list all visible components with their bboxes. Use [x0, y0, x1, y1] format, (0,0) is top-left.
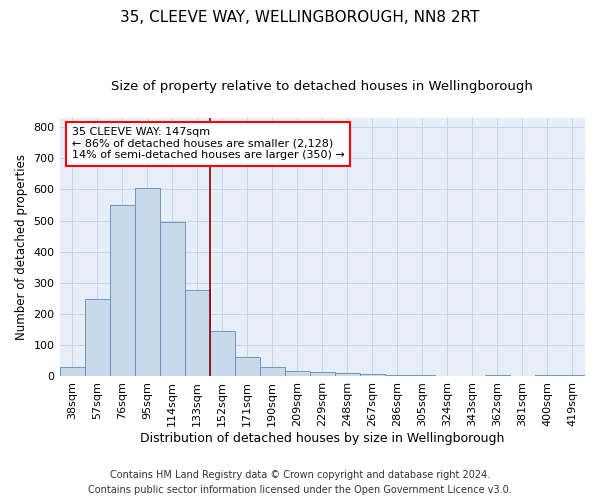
Bar	[360, 374, 385, 376]
Bar	[185, 290, 209, 376]
Bar	[535, 375, 560, 376]
Text: 35 CLEEVE WAY: 147sqm
← 86% of detached houses are smaller (2,128)
14% of semi-d: 35 CLEEVE WAY: 147sqm ← 86% of detached …	[72, 127, 345, 160]
Text: Contains public sector information licensed under the Open Government Licence v3: Contains public sector information licen…	[88, 485, 512, 495]
Title: Size of property relative to detached houses in Wellingborough: Size of property relative to detached ho…	[112, 80, 533, 93]
Bar	[235, 357, 260, 376]
Bar	[485, 374, 510, 376]
Bar	[410, 375, 435, 376]
Bar	[85, 300, 110, 376]
X-axis label: Distribution of detached houses by size in Wellingborough: Distribution of detached houses by size …	[140, 432, 505, 445]
Bar	[385, 375, 410, 376]
Bar	[560, 375, 585, 376]
Bar	[260, 367, 285, 376]
Bar	[335, 372, 360, 376]
Bar	[110, 206, 134, 376]
Text: Contains HM Land Registry data © Crown copyright and database right 2024.: Contains HM Land Registry data © Crown c…	[110, 470, 490, 480]
Bar	[160, 222, 185, 376]
Bar	[209, 330, 235, 376]
Bar	[285, 371, 310, 376]
Bar	[59, 367, 85, 376]
Y-axis label: Number of detached properties: Number of detached properties	[15, 154, 28, 340]
Text: 35, CLEEVE WAY, WELLINGBOROUGH, NN8 2RT: 35, CLEEVE WAY, WELLINGBOROUGH, NN8 2RT	[121, 10, 479, 25]
Bar	[310, 372, 335, 376]
Bar	[134, 188, 160, 376]
